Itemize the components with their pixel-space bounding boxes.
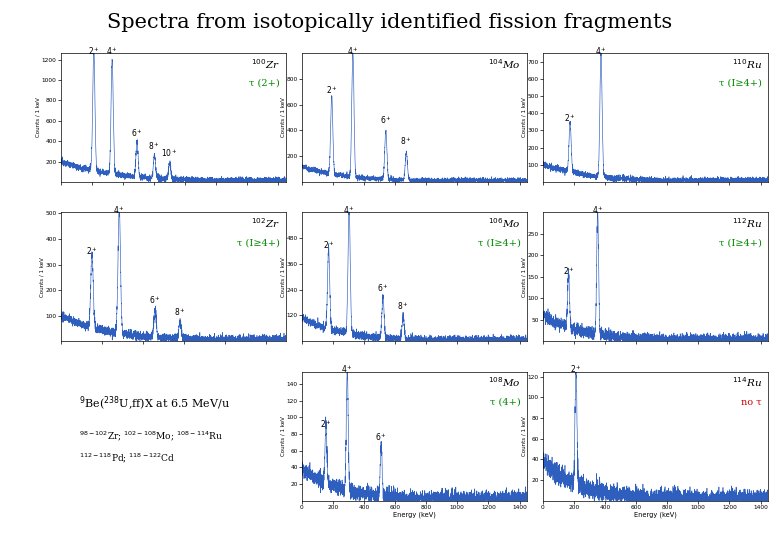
Text: $2^+$: $2^+$ [88,45,100,57]
Y-axis label: Counts / 1 keV: Counts / 1 keV [35,98,41,137]
Text: $2^+$: $2^+$ [564,112,576,124]
Text: $4^+$: $4^+$ [106,45,118,57]
Text: $4^+$: $4^+$ [342,364,353,375]
Text: $^{9}$Be($^{238}$U,ff)X at 6.5 MeV/u: $^{9}$Be($^{238}$U,ff)X at 6.5 MeV/u [79,395,230,413]
Text: $^{112}$Ru: $^{112}$Ru [732,216,761,230]
Y-axis label: Counts / 1 keV: Counts / 1 keV [521,98,526,137]
Y-axis label: Counts / 1 keV: Counts / 1 keV [39,257,44,296]
Y-axis label: Counts / 1 keV: Counts / 1 keV [521,416,527,456]
Text: $4^+$: $4^+$ [113,205,126,216]
Text: $^{102}$Zr: $^{102}$Zr [250,216,279,230]
Text: τ (I≥4+): τ (I≥4+) [718,238,761,247]
Text: Spectra from isotopically identified fission fragments: Spectra from isotopically identified fis… [108,14,672,32]
Text: $^{112-118}$Pd; $^{118-122}$Cd: $^{112-118}$Pd; $^{118-122}$Cd [79,451,176,465]
Text: $^{114}$Ru: $^{114}$Ru [732,375,761,389]
Y-axis label: Counts / 1 keV: Counts / 1 keV [280,98,285,137]
Text: $6^+$: $6^+$ [377,282,389,294]
Text: $4^+$: $4^+$ [343,205,355,216]
Text: $2^+$: $2^+$ [320,418,332,430]
Text: $2^+$: $2^+$ [326,84,338,96]
X-axis label: Energy (keV): Energy (keV) [393,511,436,518]
Text: $6^+$: $6^+$ [380,115,392,126]
Y-axis label: Counts / 1 keV: Counts / 1 keV [280,257,285,296]
Text: $2^+$: $2^+$ [562,265,575,276]
Text: $2^+$: $2^+$ [323,239,335,251]
Text: $^{108}$Mo: $^{108}$Mo [488,375,520,389]
Text: $4^+$: $4^+$ [595,45,607,57]
Text: $6^+$: $6^+$ [375,431,387,442]
Y-axis label: Counts / 1 keV: Counts / 1 keV [280,416,285,456]
Text: $^{110}$Ru: $^{110}$Ru [732,57,761,71]
Text: $^{104}$Mo: $^{104}$Mo [488,57,520,71]
Text: $10^+$: $10^+$ [161,147,178,159]
Text: τ (I≥4+): τ (I≥4+) [718,79,761,87]
Text: $8^+$: $8^+$ [174,306,186,318]
Text: $^{98-102}$Zr; $^{102-108}$Mo; $^{108-114}$Ru: $^{98-102}$Zr; $^{102-108}$Mo; $^{108-11… [79,430,222,443]
Text: τ (4+): τ (4+) [490,397,520,406]
Text: $6^+$: $6^+$ [131,127,143,139]
Text: $8^+$: $8^+$ [148,140,161,152]
Text: $2^+$: $2^+$ [86,246,98,258]
Y-axis label: Counts / 1 keV: Counts / 1 keV [521,257,526,296]
Text: $2^+$: $2^+$ [570,364,582,375]
Text: $^{100}$Zr: $^{100}$Zr [250,57,279,71]
X-axis label: Energy (keV): Energy (keV) [634,511,677,518]
Text: no τ: no τ [741,397,761,406]
Text: $8^+$: $8^+$ [400,136,413,147]
Text: $^{106}$Mo: $^{106}$Mo [488,216,520,230]
Text: τ (I≥4+): τ (I≥4+) [477,238,520,247]
Text: $8^+$: $8^+$ [397,300,410,312]
Text: τ (I≥4+): τ (I≥4+) [236,238,279,247]
Text: τ (2+): τ (2+) [249,79,279,87]
Text: $4^+$: $4^+$ [591,205,604,216]
Text: $6^+$: $6^+$ [149,295,161,306]
Text: $4^+$: $4^+$ [347,45,359,57]
